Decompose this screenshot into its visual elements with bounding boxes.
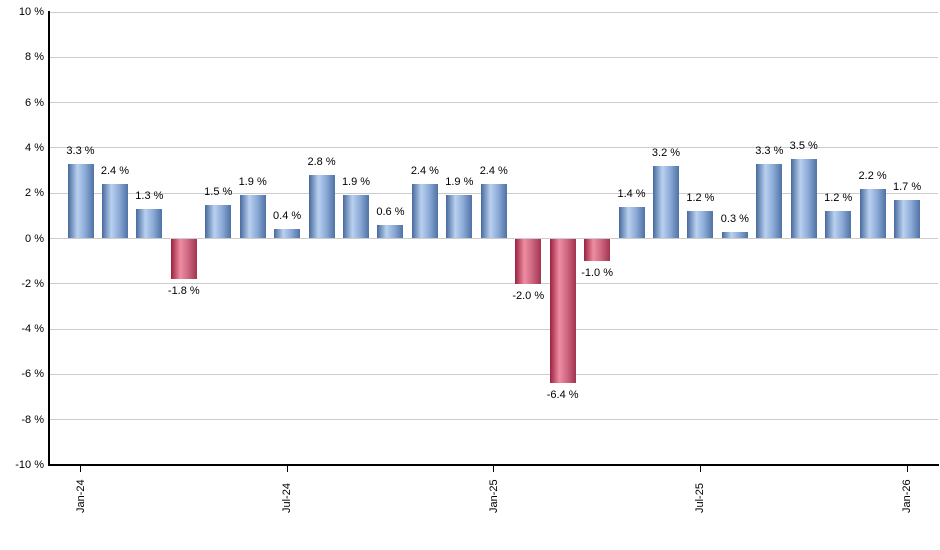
bar-value-label: 1.7 % bbox=[892, 180, 922, 193]
bar-negative bbox=[515, 238, 542, 284]
bar-value-label: 1.4 % bbox=[617, 187, 646, 200]
bar-positive bbox=[894, 199, 921, 239]
bar-positive bbox=[136, 209, 163, 239]
bar-value-label: 1.3 % bbox=[135, 190, 164, 203]
bar-positive bbox=[67, 163, 94, 239]
y-axis-tick-label: 0 % bbox=[25, 232, 44, 245]
y-axis-tick-label: -2 % bbox=[21, 277, 44, 290]
gridline bbox=[50, 373, 938, 375]
bar-value-label: 0.6 % bbox=[376, 205, 405, 218]
bar-positive bbox=[205, 204, 232, 239]
y-axis-tick-label: -8 % bbox=[21, 413, 44, 426]
bar-value-label: 1.9 % bbox=[341, 176, 371, 189]
bar-negative bbox=[584, 238, 611, 262]
bar-value-label: 2.2 % bbox=[858, 169, 887, 182]
bar-value-label: -1.0 % bbox=[581, 267, 613, 280]
y-axis-tick-label: 8 % bbox=[25, 51, 44, 64]
y-axis-tick-label: 4 % bbox=[25, 141, 44, 154]
y-axis-tick-label: 6 % bbox=[25, 96, 44, 109]
x-axis-tick bbox=[493, 465, 495, 472]
bar-value-label: 2.4 % bbox=[100, 165, 129, 178]
bar-value-label: 3.3 % bbox=[755, 144, 784, 157]
bar-value-label: -6.4 % bbox=[546, 389, 579, 402]
bar-positive bbox=[859, 188, 886, 239]
bar-positive bbox=[618, 206, 645, 239]
bar-value-label: 3.2 % bbox=[651, 147, 681, 160]
y-axis-tick-label: 10 % bbox=[18, 6, 44, 18]
bar-value-label: -1.8 % bbox=[167, 285, 200, 298]
bar-value-label: 1.2 % bbox=[824, 192, 853, 205]
bar-negative bbox=[549, 238, 576, 384]
x-axis-tick-label: Jan-26 bbox=[901, 479, 914, 513]
bar-negative bbox=[170, 238, 197, 280]
x-axis-tick-label: Jan-24 bbox=[74, 479, 87, 513]
x-axis-tick bbox=[906, 465, 908, 472]
bar-value-label: 2.4 % bbox=[410, 165, 439, 178]
y-axis-line bbox=[48, 11, 50, 465]
bar-positive bbox=[343, 195, 370, 239]
x-axis-tick bbox=[286, 465, 288, 472]
gridline bbox=[50, 238, 938, 239]
bar-positive bbox=[790, 159, 817, 239]
bar-value-label: 0.4 % bbox=[273, 210, 302, 223]
x-axis-tick bbox=[699, 465, 701, 472]
bar-positive bbox=[308, 175, 335, 239]
bar-positive bbox=[411, 184, 438, 239]
bar-positive bbox=[687, 211, 714, 239]
gridline bbox=[50, 11, 938, 13]
bar-positive bbox=[756, 163, 783, 239]
gridline bbox=[50, 419, 938, 421]
bar-value-label: 3.5 % bbox=[789, 140, 818, 153]
x-axis-tick-label: Jan-25 bbox=[487, 479, 500, 513]
bar-positive bbox=[652, 166, 679, 239]
bar-value-label: -2.0 % bbox=[512, 289, 545, 302]
x-axis-tick bbox=[80, 465, 81, 472]
bar-value-label: 3.3 % bbox=[66, 144, 95, 157]
bar-positive bbox=[825, 211, 852, 239]
bar-value-label: 1.2 % bbox=[686, 192, 715, 205]
bar-positive bbox=[377, 224, 404, 239]
bar-positive bbox=[274, 229, 301, 239]
gridline bbox=[50, 147, 938, 149]
y-axis-tick-label: -6 % bbox=[21, 368, 44, 381]
bar-positive bbox=[239, 195, 266, 239]
x-axis-tick-label: Jul-24 bbox=[281, 483, 294, 513]
bar-value-label: 1.9 % bbox=[445, 176, 474, 189]
gridline bbox=[50, 283, 938, 285]
x-axis-tick-label: Jul-25 bbox=[694, 483, 707, 513]
gridline bbox=[50, 328, 938, 330]
y-axis-tick-label: -4 % bbox=[21, 323, 44, 336]
gridline bbox=[50, 56, 938, 58]
bar-value-label: 1.5 % bbox=[204, 185, 233, 198]
bar-positive bbox=[480, 184, 507, 239]
bar-positive bbox=[446, 195, 473, 239]
bar-value-label: 2.8 % bbox=[307, 156, 336, 169]
bar-value-label: 1.9 % bbox=[238, 176, 267, 189]
y-axis-tick-label: -10 % bbox=[15, 459, 44, 471]
gridline bbox=[50, 102, 938, 104]
bar-positive bbox=[721, 231, 748, 239]
y-axis-tick-label: 2 % bbox=[25, 187, 44, 200]
bar-value-label: 0.3 % bbox=[720, 212, 749, 225]
bar-positive bbox=[101, 184, 128, 239]
bar-value-label: 2.4 % bbox=[479, 165, 508, 178]
